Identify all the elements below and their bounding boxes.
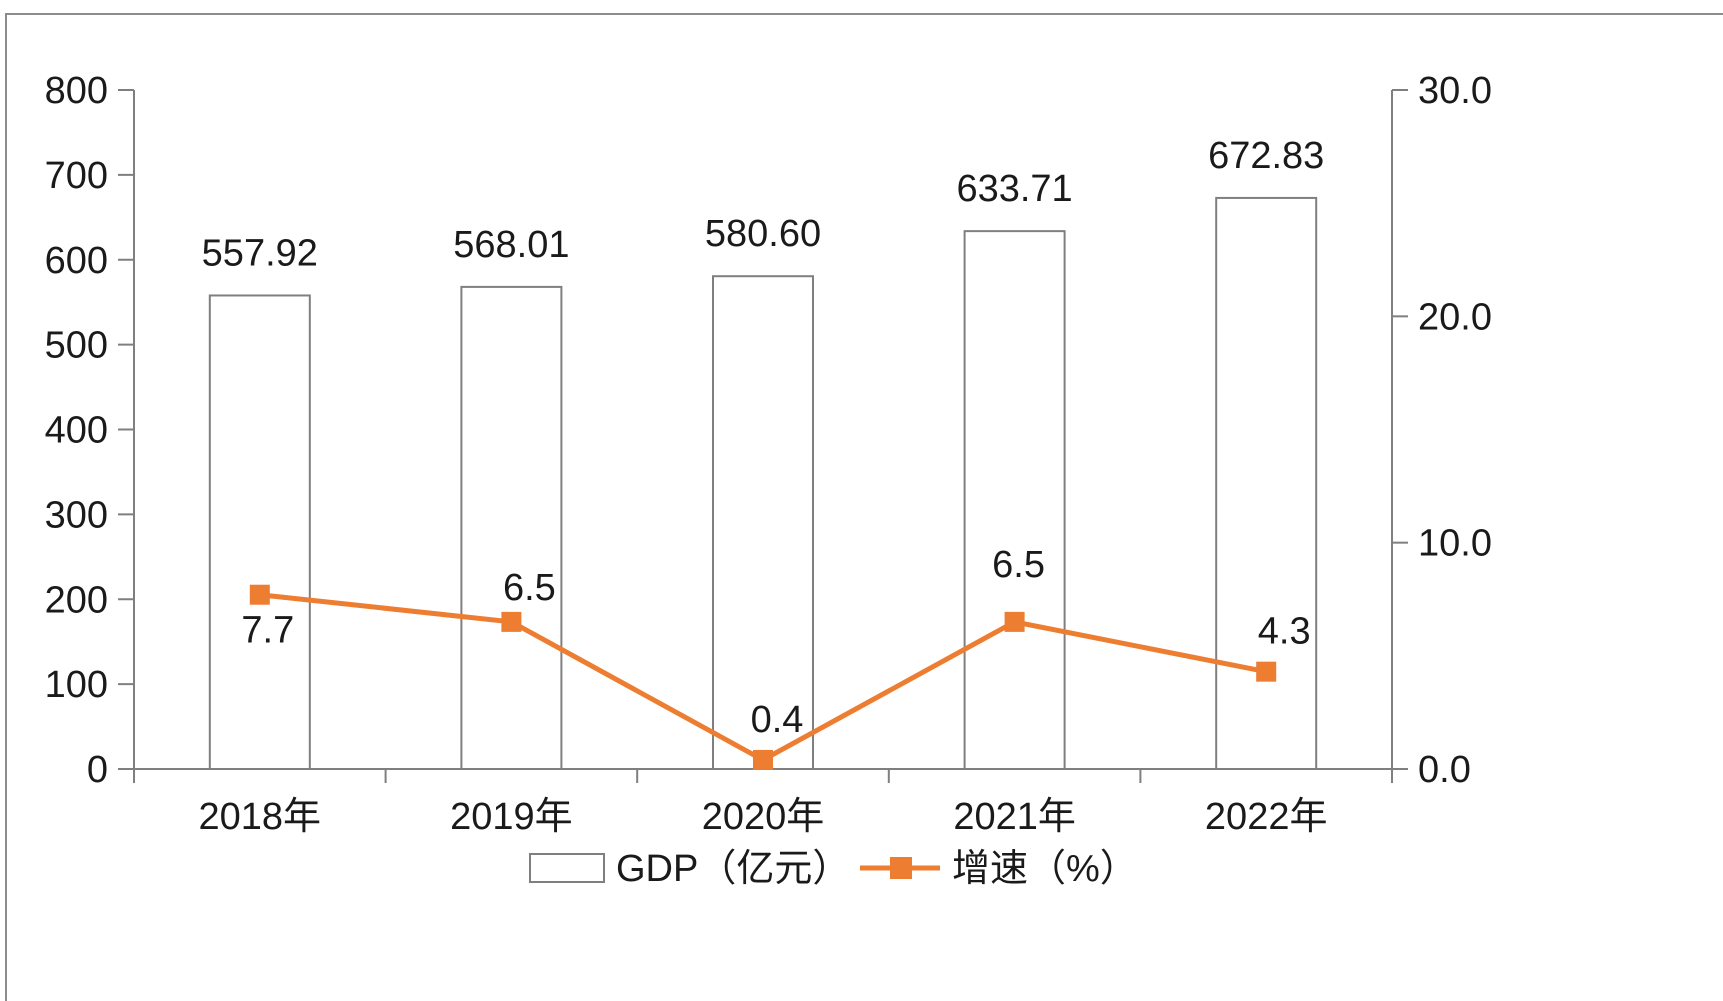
left-tick-label: 0 xyxy=(87,749,108,791)
left-tick-label: 800 xyxy=(45,70,108,112)
gdp-bar xyxy=(460,285,563,770)
left-tick-label: 300 xyxy=(45,494,108,536)
growth-data-label: 4.3 xyxy=(1258,611,1311,653)
growth-marker xyxy=(1256,661,1277,682)
left-tick-label: 400 xyxy=(45,410,108,452)
legend-growth-label: 增速（%） xyxy=(952,848,1138,890)
right-tick-label: 20.0 xyxy=(1418,296,1492,338)
legend-gdp-swatch xyxy=(529,853,605,883)
gdp-data-label: 580.60 xyxy=(705,213,821,255)
gdp-data-label: 633.71 xyxy=(956,168,1072,210)
x-tick-label: 2021年 xyxy=(953,796,1076,838)
left-tick-label: 600 xyxy=(45,240,108,282)
x-tick-label: 2019年 xyxy=(450,796,573,838)
growth-marker xyxy=(501,611,522,632)
gdp-bars xyxy=(208,196,1318,771)
legend: GDP（亿元） 增速（%） xyxy=(529,848,1138,890)
x-tick-label: 2022年 xyxy=(1205,796,1328,838)
x-tick-label: 2018年 xyxy=(199,796,322,838)
axes: 0 100 200 300 400 500 600 700 800 0.0 10.0 20.0 30.0… xyxy=(45,70,1492,838)
gdp-bar xyxy=(208,294,311,770)
gdp-bar xyxy=(712,275,814,770)
gdp-bar xyxy=(963,230,1066,771)
growth-marker xyxy=(753,749,773,770)
right-tick-label: 10.0 xyxy=(1418,523,1492,565)
growth-marker xyxy=(1004,611,1025,632)
growth-line xyxy=(249,584,1277,770)
growth-marker xyxy=(249,584,270,605)
left-tick-label: 100 xyxy=(45,664,108,706)
growth-data-label: 0.4 xyxy=(751,699,804,741)
growth-data-label: 6.5 xyxy=(503,567,556,609)
data-labels: 557.92 568.01 580.60 633.71 672.83 7.7 6.5 0.4 6… xyxy=(202,135,1325,741)
legend-gdp-label: GDP（亿元） xyxy=(616,848,850,890)
gdp-data-label: 557.92 xyxy=(202,232,318,274)
left-tick-label: 500 xyxy=(45,325,108,367)
left-tick-label: 700 xyxy=(45,155,108,197)
left-tick-label: 200 xyxy=(45,579,108,621)
gdp-data-label: 568.01 xyxy=(453,224,569,266)
legend-growth-marker xyxy=(890,857,912,879)
gdp-bar xyxy=(1215,196,1318,770)
right-tick-label: 30.0 xyxy=(1418,70,1492,112)
right-tick-label: 0.0 xyxy=(1418,749,1471,791)
x-tick-label: 2020年 xyxy=(702,796,825,838)
growth-data-label: 7.7 xyxy=(241,610,294,652)
growth-data-label: 6.5 xyxy=(992,544,1045,586)
chart-border xyxy=(5,13,1723,1001)
gdp-data-label: 672.83 xyxy=(1208,135,1324,177)
